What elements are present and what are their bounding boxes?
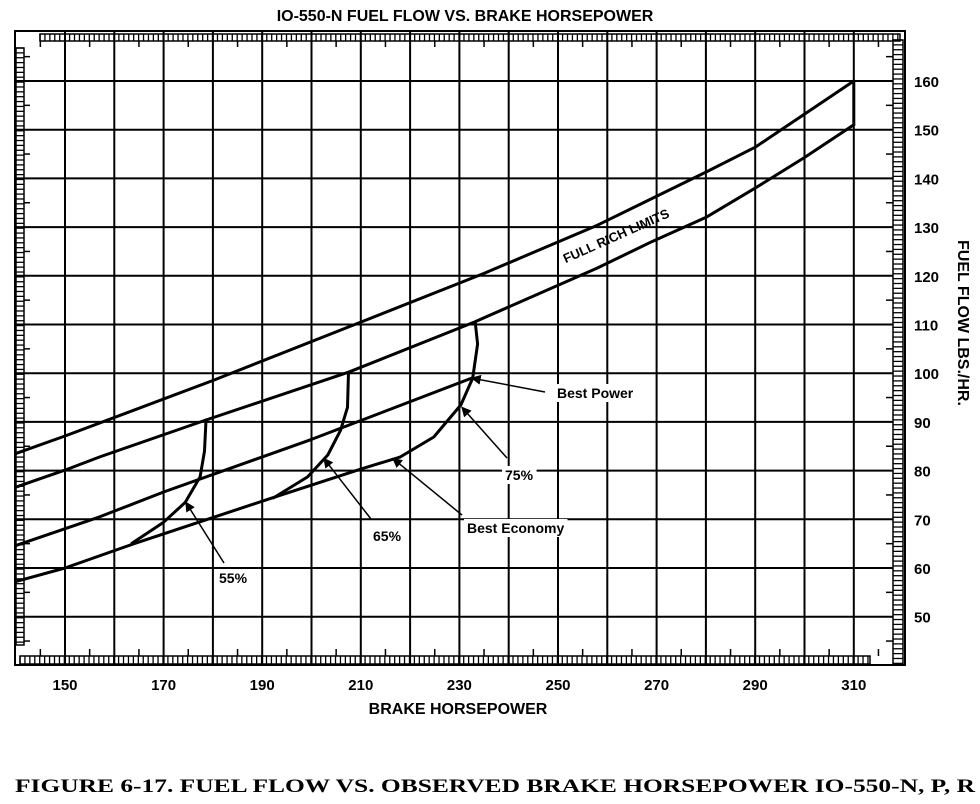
series-group: [14, 79, 856, 584]
x-tick-label: 210: [348, 677, 373, 694]
x-tick-label: 290: [743, 677, 768, 694]
annotation-best-power-arrow-icon: [470, 374, 546, 393]
annotation-best-power-label: Best Power: [557, 385, 634, 401]
series-line-75-: [398, 320, 480, 459]
label-background: [216, 569, 251, 587]
x-axis-label: BRAKE HORSEPOWER: [369, 701, 548, 718]
annotation-55--label: 55%: [219, 570, 248, 586]
y-tick-label: 50: [914, 610, 931, 627]
y-tick-labels: 50 60 70 80 90 100 110 120 130 140 150 160: [914, 74, 939, 627]
y-tick-label: 110: [914, 318, 938, 335]
annotation-55--arrow-icon: [185, 501, 225, 564]
series-line-55-: [130, 418, 208, 545]
y-tick-label: 140: [914, 171, 939, 188]
y-axis-label: FUEL FLOW LBS./HR.: [954, 240, 971, 406]
label-background: [554, 384, 637, 402]
x-tick-labels: 150 170 190 210 230 250 270 290 310: [52, 677, 866, 694]
label-background: [502, 466, 537, 484]
x-tick-label: 150: [52, 677, 77, 694]
y-tick-label: 150: [914, 123, 939, 140]
annotation-best-economy-arrow-icon: [392, 457, 463, 516]
annotation-65--label: 65%: [373, 528, 402, 544]
label-background: [370, 527, 405, 545]
chart-title: IO-550-N FUEL FLOW VS. BRAKE HORSEPOWER: [277, 8, 654, 25]
scale-ladder: [39, 33, 901, 42]
annotation-75--label: 75%: [505, 467, 534, 483]
figure-caption: FIGURE 6-17. FUEL FLOW VS. OBSERVED BRAK…: [15, 776, 975, 797]
y-tick-label: 80: [914, 464, 931, 481]
x-tick-label: 230: [447, 677, 472, 694]
series-line-best-economy: [14, 455, 402, 584]
y-tick-label: 160: [914, 74, 939, 91]
series-line-65-: [272, 370, 350, 500]
annotation-75--arrow-icon: [461, 406, 508, 459]
y-tick-label: 70: [914, 512, 931, 529]
series-line-best-power: [14, 376, 474, 548]
grid: [15, 31, 893, 665]
axis-ladders: [15, 33, 904, 665]
annotation-best-economy-label: Best Economy: [467, 520, 564, 536]
y-tick-label: 100: [914, 366, 939, 383]
annotation-65--arrow-icon: [323, 457, 372, 520]
series-line-full-rich-limit-lower-: [14, 123, 856, 489]
series-line-full-rich-limit-upper-: [14, 79, 856, 456]
y-tick-label: 90: [914, 415, 931, 432]
x-tick-label: 310: [841, 677, 866, 694]
x-tick-label: 270: [644, 677, 669, 694]
y-tick-label: 130: [914, 220, 939, 237]
scale-ladder: [19, 655, 871, 665]
x-tick-label: 170: [151, 677, 176, 694]
x-tick-label: 250: [545, 677, 570, 694]
y-tick-label: 120: [914, 269, 939, 286]
scale-ladder: [15, 47, 25, 646]
plot-frame: [14, 30, 906, 666]
x-tick-label: 190: [250, 677, 275, 694]
label-background: [464, 519, 568, 537]
y-tick-label: 60: [914, 561, 931, 578]
